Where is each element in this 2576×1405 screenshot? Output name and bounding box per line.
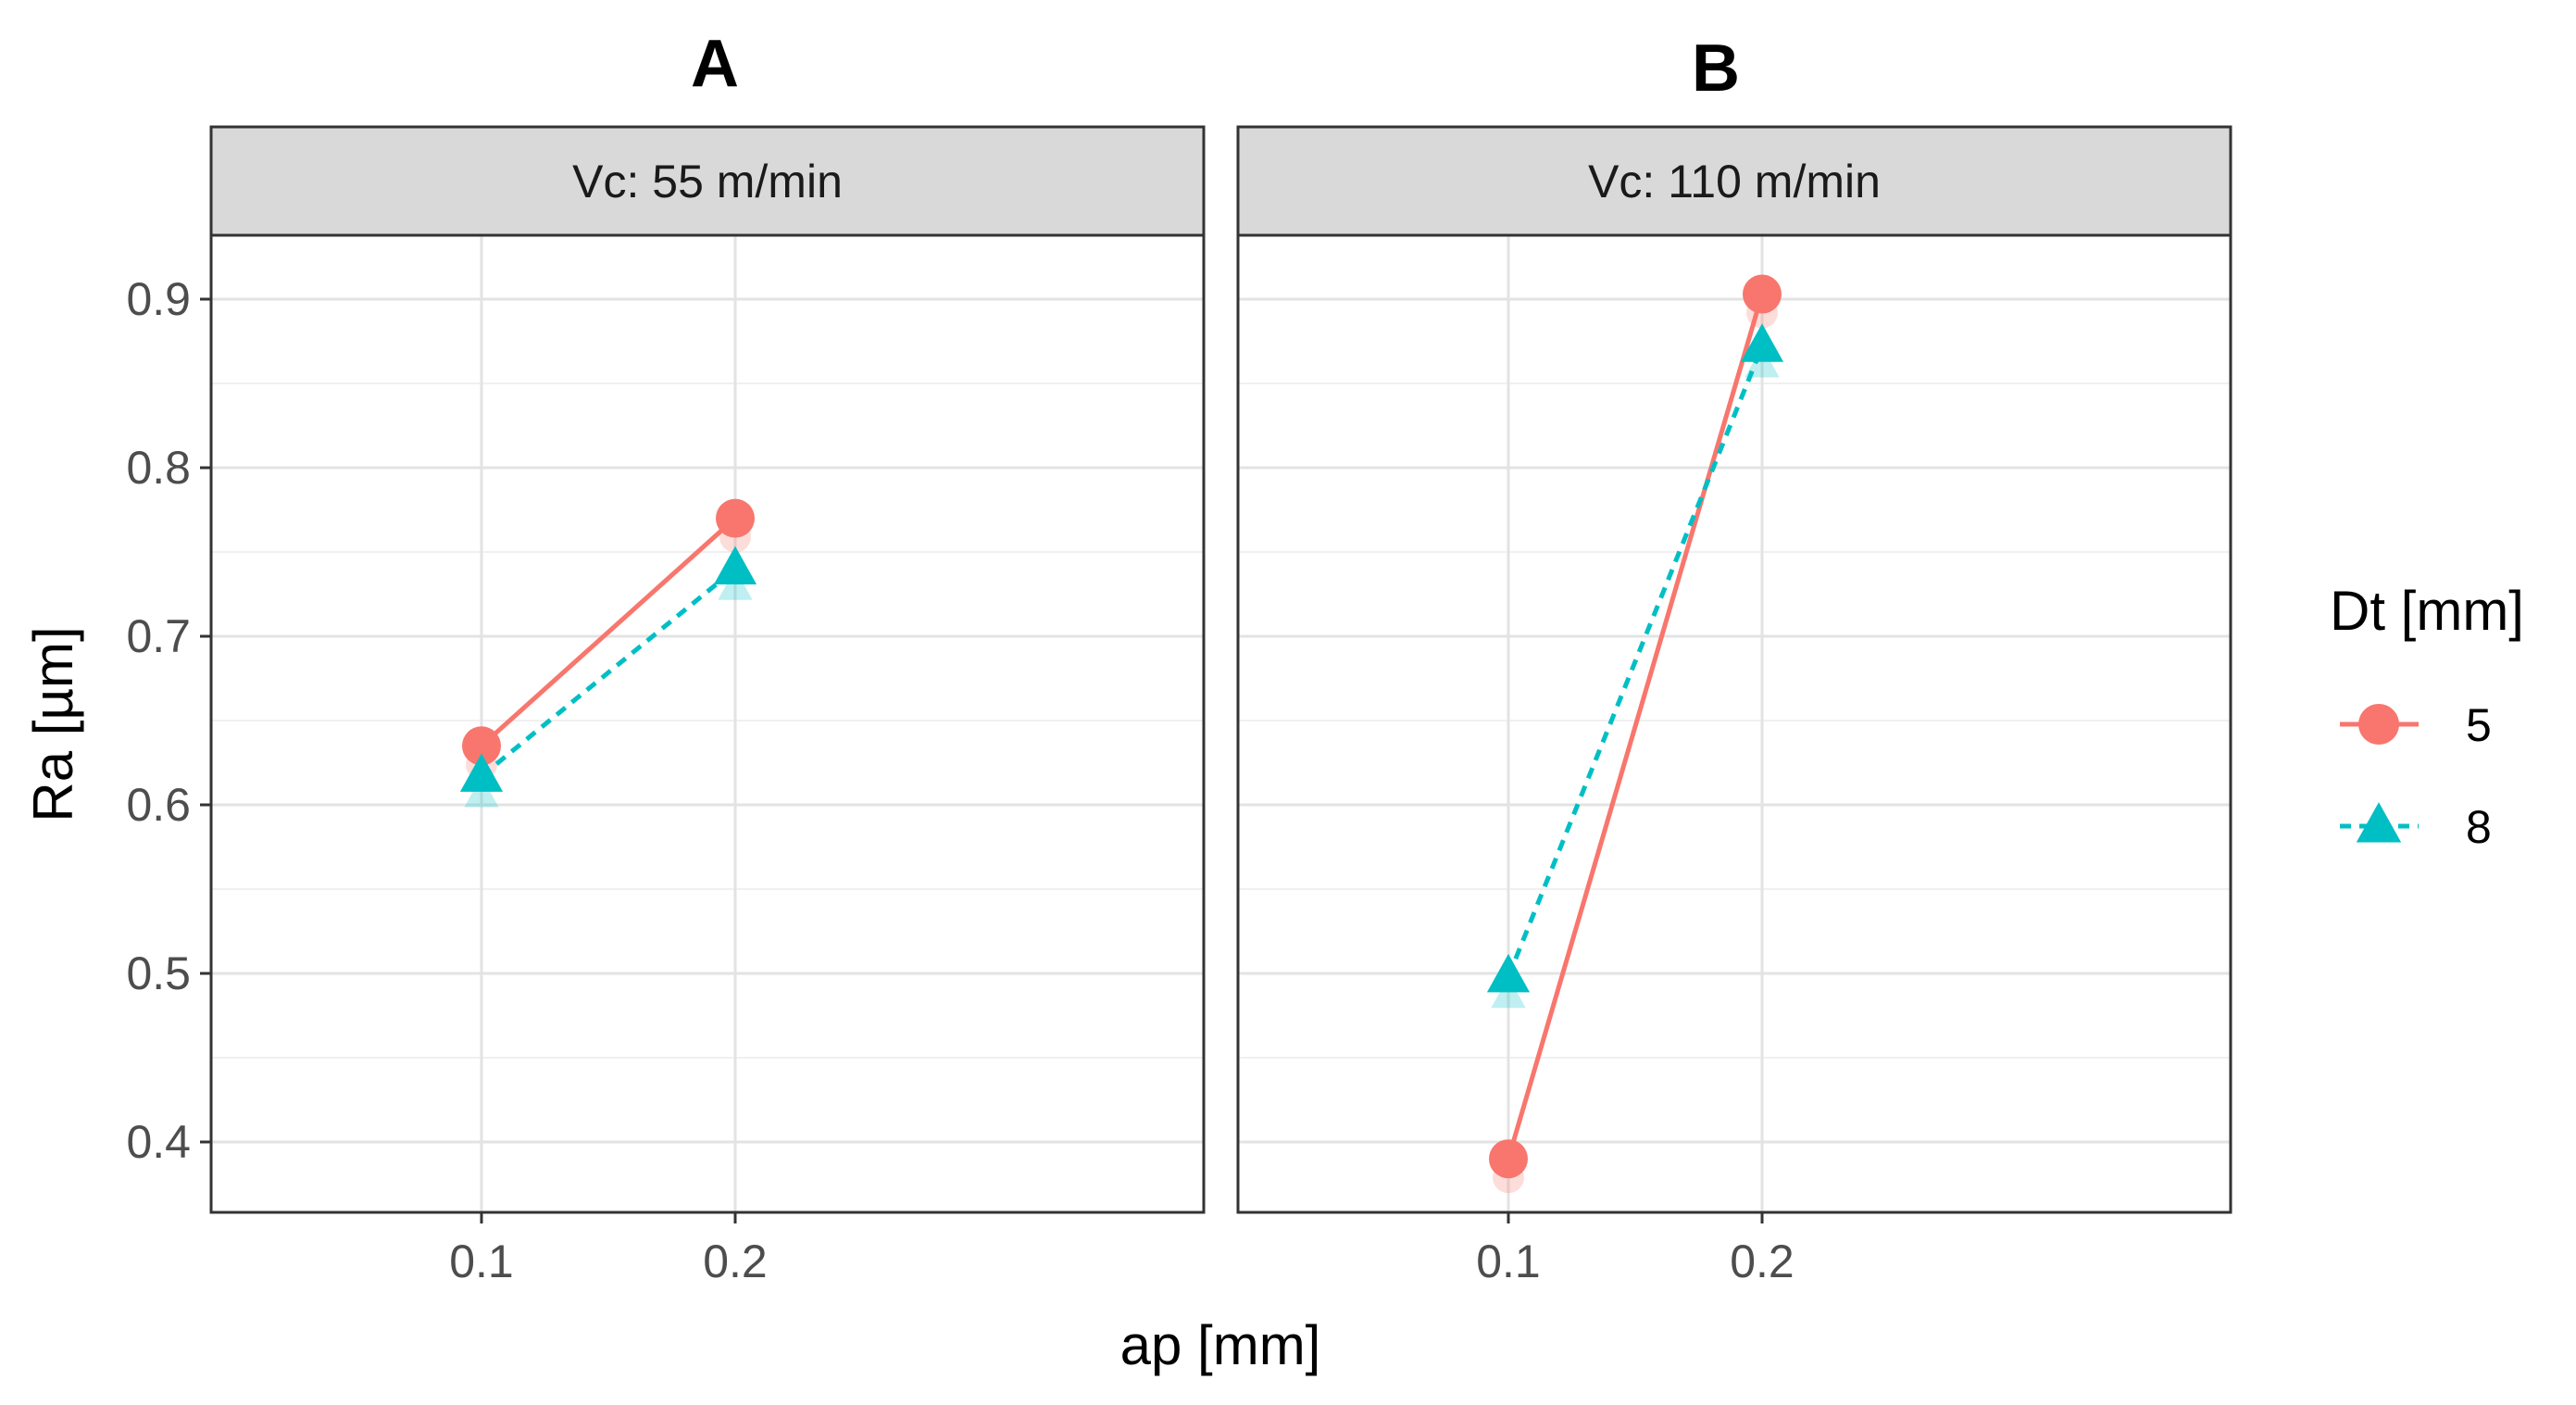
panel-a-strip-label: Vc: 55 m/min — [572, 156, 843, 207]
legend-key-marker-5 — [2358, 704, 2399, 745]
x-tick-label: 0.2 — [703, 1236, 768, 1287]
legend-key-marker-8 — [2356, 802, 2402, 843]
series-5-point — [1743, 274, 1782, 314]
series-5-point — [462, 726, 501, 766]
series-8-shadow-point — [1491, 976, 1526, 1009]
y-tick-label: 0.7 — [126, 610, 191, 662]
panel-b-strip — [1236, 125, 2232, 237]
y-tick-label: 0.4 — [126, 1116, 191, 1168]
x-tick-label: 0.2 — [1730, 1236, 1794, 1287]
y-tick-label: 0.6 — [126, 779, 191, 831]
series-5-point — [716, 498, 755, 538]
series-8-point — [1740, 323, 1784, 362]
panel-a-plot-area — [211, 235, 1204, 1212]
series-5-line — [1506, 293, 1765, 1160]
x-tick-label: 0.1 — [449, 1236, 514, 1287]
series-8-line — [480, 567, 737, 778]
series-layer — [459, 274, 1784, 1194]
panel-b-plot-area — [1238, 235, 2231, 1212]
series-8-shadow-point — [1744, 345, 1780, 378]
panel-b-strip-label: Vc: 110 m/min — [1588, 156, 1881, 207]
series-8-point — [459, 753, 504, 792]
panel-a-border — [209, 233, 1206, 1214]
axis-layer: 0.1 0.2 0.1 0.2 0.4 0.5 0.6 0.7 0.8 0.9 — [126, 273, 1794, 1287]
y-tick-label: 0.9 — [126, 273, 191, 325]
series-8-point — [1486, 953, 1531, 993]
series-8-point — [713, 546, 757, 584]
x-tick-label: 0.1 — [1476, 1236, 1541, 1287]
series-5-point — [1489, 1139, 1528, 1179]
panel-b-letter: B — [1692, 31, 1740, 106]
legend: 58 — [2340, 699, 2492, 853]
y-tick-label: 0.5 — [126, 947, 191, 999]
legend-title: Dt [mm] — [2330, 580, 2524, 642]
panel-a-strip — [209, 125, 1206, 237]
x-axis-title: ap [mm] — [1120, 1314, 1321, 1376]
series-8-line — [1506, 345, 1765, 978]
legend-label-8: 8 — [2466, 801, 2492, 853]
panel-b-border — [1236, 233, 2232, 1214]
series-8-shadow-point — [718, 569, 753, 600]
series-5-line — [480, 516, 737, 748]
series-8-shadow-point — [464, 776, 499, 808]
legend-label-5: 5 — [2466, 699, 2492, 751]
panel-a-letter: A — [691, 27, 739, 101]
y-tick-label: 0.8 — [126, 442, 191, 494]
grid-layer — [211, 235, 2231, 1212]
y-axis-title: Ra [µm] — [22, 626, 84, 822]
